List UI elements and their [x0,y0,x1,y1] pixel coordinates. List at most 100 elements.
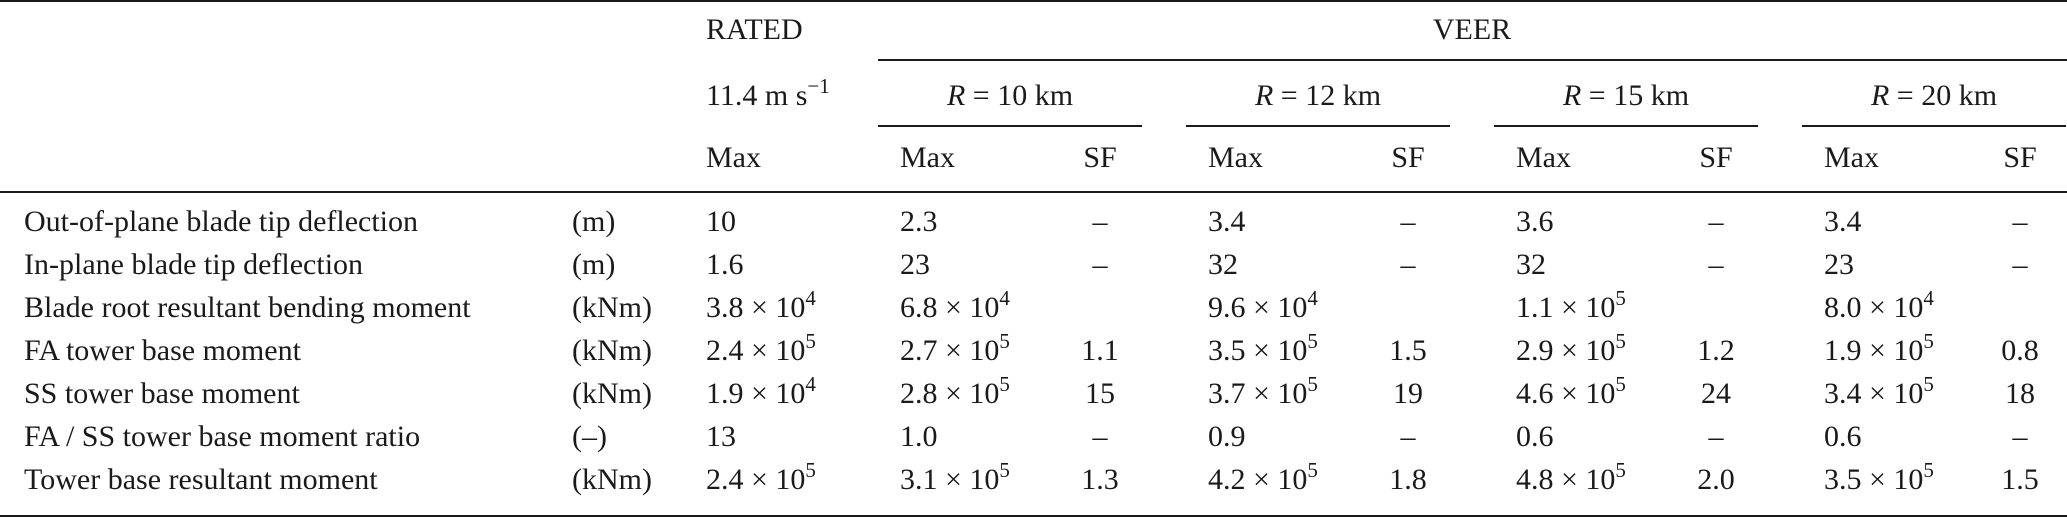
veer-max-value-exponent: 5 [1307,458,1318,482]
veer-max-value-exponent: 5 [999,329,1010,353]
veer-max-value-exponent: 5 [1923,372,1934,396]
veer-max-value: 9.6 × 104 [1208,288,1318,326]
row-unit: (kNm) [572,377,652,410]
veer-sf-value: 1.1 [1081,334,1119,367]
bottom-rule [0,515,2067,517]
row-label: Tower base resultant moment [24,463,378,496]
veer-sf-value: – [1400,420,1416,453]
radius-equals: = [1581,79,1614,112]
veer-max-value-base: 2.7 × 10 [900,334,1000,367]
veer-max-value-exponent: 5 [1615,372,1626,396]
veer-max-value-base: 2.9 × 10 [1516,334,1616,367]
veer-max-value-base: 3.4 × 10 [1824,377,1924,410]
veer-sf-value: 0.8 [2001,334,2039,367]
row-unit: (kNm) [572,291,652,324]
veer-max-value-exponent: 5 [1307,329,1318,353]
veer-sf-header-4: SF [2003,141,2037,174]
radius-header-4: R = 20 km [1784,78,2067,114]
rated-max-value-base: 3.8 × 10 [706,291,806,324]
veer-max-value: 4.2 × 105 [1208,460,1318,498]
veer-max-value: 3.5 × 105 [1824,460,1934,498]
row-label: Blade root resultant bending moment [24,291,471,324]
veer-sf-value: 19 [1393,377,1423,410]
veer-max-value-base: 23 [900,248,930,281]
veer-sf-value: – [1400,248,1416,281]
rated-max-value: 1.6 [706,247,744,283]
veer-sf-value: – [1092,248,1108,281]
veer-max-value: 3.4 × 105 [1824,374,1934,412]
rated-wind-speed-base: 11.4 m s [706,79,808,112]
veer-sf-value: 1.8 [1389,463,1427,496]
radius-header-2: R = 12 km [1168,78,1468,114]
veer-max-header-2: Max [1208,141,1263,174]
veer-sf-value: – [1708,205,1724,238]
rated-max-value-base: 1.6 [706,248,744,281]
radius-equals: = [1273,79,1306,112]
veer-sf-value: – [2012,205,2028,238]
rated-max-value: 13 [706,419,736,455]
veer-max-value-exponent: 5 [999,372,1010,396]
veer-max-value: 23 [1824,247,1854,283]
rated-max-value: 2.4 × 105 [706,460,816,498]
veer-max-value: 32 [1208,247,1238,283]
veer-max-value-exponent: 5 [1615,329,1626,353]
row-unit: (kNm) [572,334,652,367]
veer-max-value-base: 23 [1824,248,1854,281]
veer-max-value-exponent: 4 [1307,286,1318,310]
veer-max-value: 1.0 [900,419,938,455]
rated-max-value-base: 2.4 × 10 [706,463,806,496]
veer-group-rule [878,59,2067,61]
veer-max-value: 2.3 [900,204,938,240]
rated-wind-speed: 11.4 m s−1 [706,76,830,114]
veer-sf-value: 2.0 [1697,463,1735,496]
veer-sf-header-2: SF [1391,141,1425,174]
veer-max-value: 32 [1516,247,1546,283]
row-label: Out-of-plane blade tip deflection [24,205,419,238]
veer-max-value: 3.7 × 105 [1208,374,1318,412]
header-bottom-rule [0,191,2067,193]
radius-symbol: R [946,79,966,112]
row-unit: (–) [572,420,607,453]
veer-max-value: 4.6 × 105 [1516,374,1626,412]
veer-sf-value: – [1708,420,1724,453]
veer-max-value: 2.9 × 105 [1516,331,1626,369]
veer-max-value-base: 32 [1516,248,1546,281]
veer-max-value-base: 4.2 × 10 [1208,463,1308,496]
radius-header-1: R = 10 km [860,78,1160,114]
veer-max-value-base: 3.7 × 10 [1208,377,1308,410]
veer-max-value-exponent: 4 [1923,286,1934,310]
rated-max-value: 2.4 × 105 [706,331,816,369]
veer-sf-value: – [2012,420,2028,453]
veer-max-value: 3.4 [1824,204,1862,240]
rated-max-value-base: 2.4 × 10 [706,334,806,367]
radius-rule-3 [1494,125,1758,127]
veer-max-value: 0.9 [1208,419,1246,455]
rated-max-value-exponent: 5 [805,329,816,353]
veer-max-value-base: 2.8 × 10 [900,377,1000,410]
veer-max-header-3: Max [1516,141,1571,174]
radius-equals: = [1889,79,1922,112]
veer-max-value: 3.6 [1516,204,1554,240]
veer-max-value-base: 2.3 [900,205,938,238]
rated-max-value: 1.9 × 104 [706,374,816,412]
veer-max-value-exponent: 5 [1615,286,1626,310]
veer-max-value: 0.6 [1824,419,1862,455]
veer-max-value-base: 3.1 × 10 [900,463,1000,496]
veer-max-value: 3.1 × 105 [900,460,1010,498]
veer-sf-value: 15 [1085,377,1115,410]
veer-sf-header-1: SF [1083,141,1117,174]
row-label: FA tower base moment [24,334,301,367]
top-rule [0,0,2067,2]
veer-sf-value: 1.5 [2001,463,2039,496]
veer-max-value: 4.8 × 105 [1516,460,1626,498]
veer-max-value: 3.5 × 105 [1208,331,1318,369]
veer-sf-value: – [1400,205,1416,238]
veer-max-value-base: 0.6 [1516,420,1554,453]
veer-max-value-base: 3.5 × 10 [1208,334,1308,367]
veer-max-value-base: 6.8 × 10 [900,291,1000,324]
veer-max-value-base: 3.6 [1516,205,1554,238]
radius-symbol: R [1254,79,1274,112]
veer-max-value: 2.8 × 105 [900,374,1010,412]
rated-max-header: Max [706,141,761,174]
veer-max-value-base: 1.0 [900,420,938,453]
